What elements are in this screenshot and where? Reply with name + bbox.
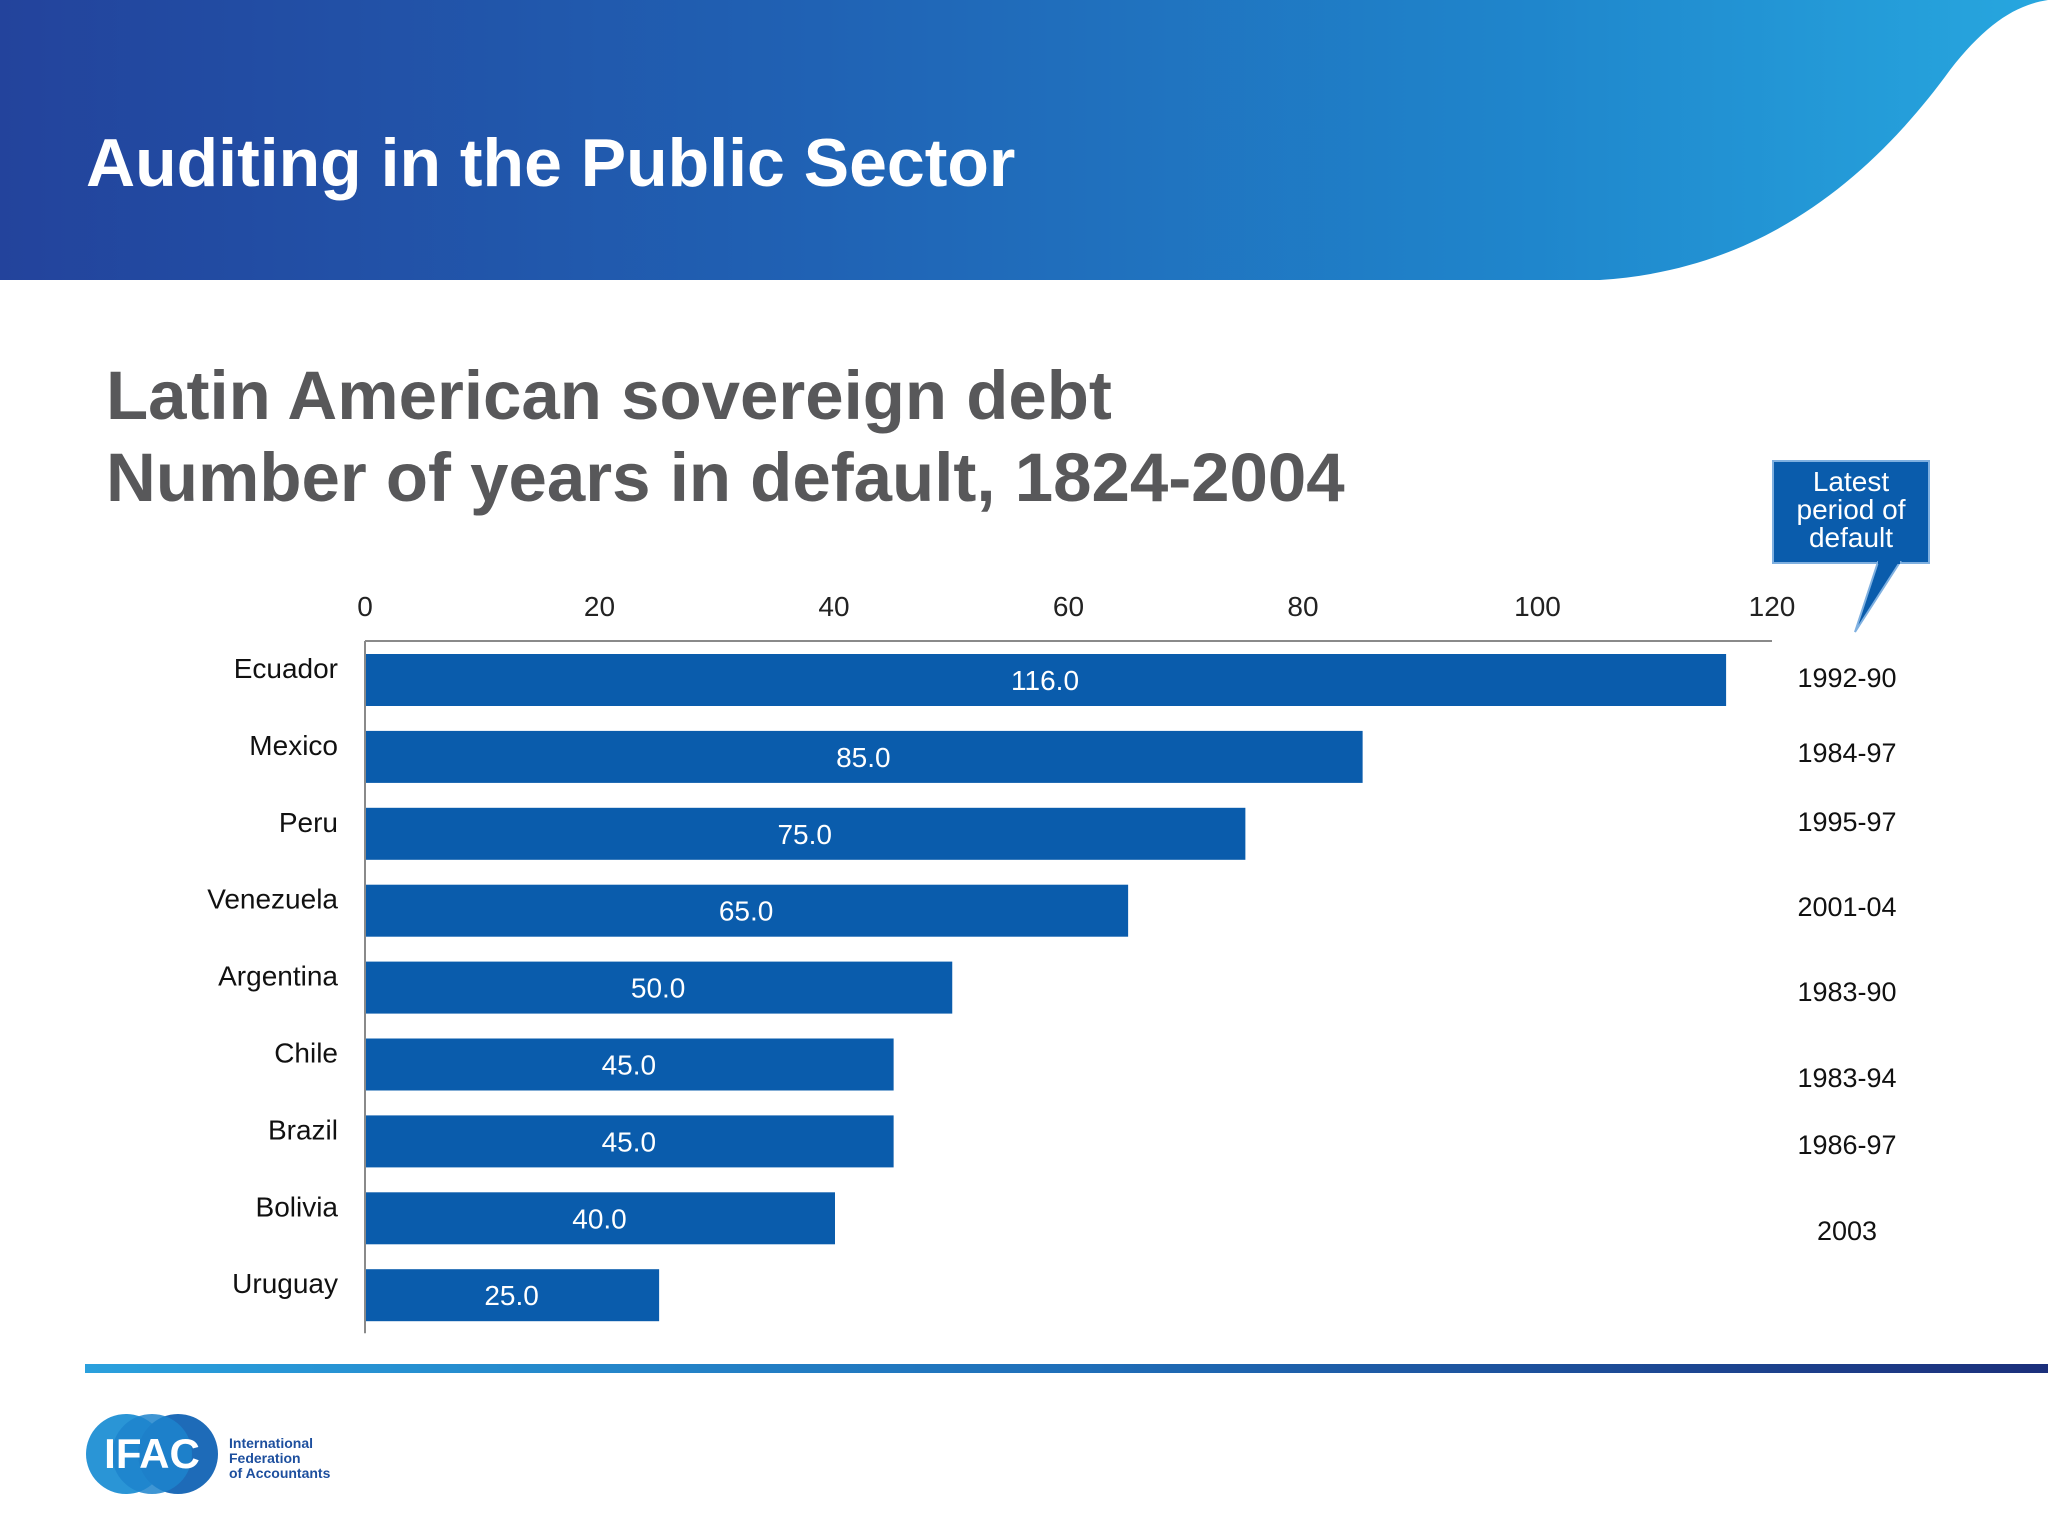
bar (366, 884, 1129, 937)
category-label: Mexico (249, 730, 338, 761)
callout-line-2: period of (1796, 494, 1906, 525)
bar-value-label: 25.0 (484, 1280, 539, 1311)
chart-title-line-1: Latin American sovereign debt (106, 357, 1112, 434)
category-label: Venezuela (207, 884, 338, 915)
x-tick-label: 40 (818, 591, 849, 622)
bar-value-label: 45.0 (602, 1126, 657, 1157)
latest-default-label: 1995-97 (1797, 807, 1896, 837)
logo-line-2: Federation (229, 1450, 301, 1466)
header-banner (0, 0, 2048, 280)
logo-line-3: of Accountants (229, 1465, 331, 1481)
category-label: Argentina (218, 961, 338, 992)
latest-default-label: 1983-90 (1797, 977, 1896, 1007)
bar (366, 654, 1727, 706)
latest-default-label: 1983-94 (1797, 1063, 1896, 1093)
bar (366, 730, 1363, 783)
callout-line-1: Latest (1812, 466, 1890, 497)
category-label: Chile (274, 1038, 338, 1069)
latest-default-callout: Latest period of default (1772, 460, 1930, 564)
bar-value-label: 40.0 (572, 1203, 627, 1234)
bar (366, 1115, 894, 1168)
bar-value-label: 45.0 (602, 1050, 657, 1081)
x-tick-label: 80 (1287, 591, 1318, 622)
category-label: Peru (279, 807, 338, 838)
bar (366, 807, 1246, 860)
x-tick-label: 100 (1514, 591, 1561, 622)
callout-line-3: default (1808, 522, 1894, 553)
slide-title: Auditing in the Public Sector (86, 125, 1016, 201)
x-tick-label: 20 (584, 591, 615, 622)
ifac-logo-icon: IFAC (86, 1414, 218, 1494)
latest-default-label: 1986-97 (1797, 1130, 1896, 1160)
bar (366, 1269, 660, 1322)
logo-line-1: International (229, 1435, 314, 1451)
bar (366, 1192, 835, 1245)
bar-value-label: 65.0 (719, 896, 774, 927)
x-tick-label: 120 (1749, 591, 1796, 622)
x-tick-label: 60 (1053, 591, 1084, 622)
bar-value-label: 75.0 (777, 819, 832, 850)
latest-default-label: 2001-04 (1797, 892, 1896, 922)
logo-wordmark: International Federation of Accountants (229, 1436, 330, 1481)
bar-value-label: 50.0 (631, 973, 686, 1004)
latest-default-label: 2003 (1817, 1216, 1877, 1246)
latest-default-label: 1992-90 (1797, 663, 1896, 693)
bar-value-label: 116.0 (1011, 665, 1079, 696)
bar-value-label: 85.0 (836, 742, 891, 773)
category-label: Uruguay (232, 1268, 338, 1299)
banner-swoosh-shape (1600, 0, 2048, 280)
footer-divider (85, 1364, 2048, 1373)
logo-mark: IFAC (104, 1430, 200, 1477)
x-tick-label: 0 (357, 591, 373, 622)
bar (366, 961, 953, 1014)
category-label: Brazil (268, 1114, 338, 1145)
bar (366, 1038, 894, 1091)
chart-title-line-2: Number of years in default, 1824-2004 (106, 439, 1345, 516)
category-label: Ecuador (234, 653, 338, 684)
latest-default-label: 1984-97 (1797, 738, 1896, 768)
category-label: Bolivia (256, 1191, 339, 1222)
